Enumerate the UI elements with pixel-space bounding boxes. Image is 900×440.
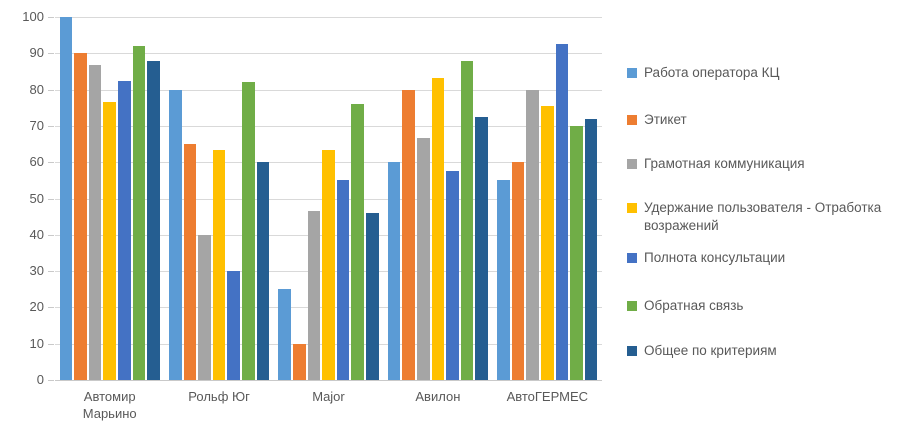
category-label: АвтоГЕРМЕС <box>506 389 589 404</box>
y-axis-tick-label: 20 <box>29 299 44 315</box>
bar <box>293 343 306 380</box>
bar <box>584 118 598 380</box>
gridline <box>55 89 602 91</box>
bar <box>132 46 146 380</box>
bar <box>169 89 182 380</box>
bar <box>74 53 87 380</box>
bar <box>59 17 73 380</box>
bar <box>103 101 116 380</box>
bar <box>387 162 401 380</box>
bar <box>307 211 321 380</box>
category-label: Авилон <box>415 389 461 404</box>
bar <box>147 60 160 380</box>
bar <box>431 77 445 380</box>
legend-item: Обратная связь <box>627 297 743 315</box>
y-axis-tick-label: 70 <box>29 117 44 133</box>
y-axis-tick-label: 100 <box>22 9 44 24</box>
bar <box>475 116 488 380</box>
legend-swatch-icon <box>627 203 637 213</box>
bar <box>88 65 102 380</box>
y-axis-tick-label: 80 <box>29 81 44 97</box>
legend-label: Обратная связь <box>644 298 744 313</box>
bar <box>212 150 226 380</box>
gridline <box>55 125 602 127</box>
legend-swatch-icon <box>627 301 637 311</box>
gridline <box>55 53 602 55</box>
y-axis-tick-mark <box>48 307 54 309</box>
y-axis-tick-mark <box>48 162 54 164</box>
y-axis-tick-label: 50 <box>29 190 44 206</box>
legend-swatch-icon <box>627 253 637 263</box>
legend-swatch-icon <box>627 346 637 356</box>
legend-item: Работа оператора КЦ <box>627 64 780 82</box>
y-axis-tick-mark <box>48 89 54 91</box>
category-label: Автомир Марьино <box>82 389 137 421</box>
bar <box>497 180 510 380</box>
bar <box>402 89 415 380</box>
legend-item: Грамотная коммуникация <box>627 155 805 173</box>
bar <box>555 44 569 380</box>
bar <box>570 125 583 380</box>
legend-item: Удержание пользователя - Отработка возра… <box>627 199 892 235</box>
y-axis-tick-mark <box>48 380 54 381</box>
plot-area <box>55 17 602 381</box>
bar <box>118 81 131 380</box>
bar <box>541 105 554 380</box>
bar <box>278 289 291 380</box>
legend-item: Общее по критериям <box>627 342 777 360</box>
y-axis-tick-mark <box>48 198 54 200</box>
bar <box>322 150 335 380</box>
bar <box>227 271 240 380</box>
y-axis-tick-label: 30 <box>29 263 44 279</box>
y-axis-tick-mark <box>48 53 54 55</box>
bar <box>183 144 197 380</box>
bar <box>460 60 474 380</box>
y-axis-tick-label: 90 <box>29 45 44 61</box>
bar <box>366 213 379 380</box>
bar <box>242 82 255 380</box>
legend-item: Полнота консультации <box>627 249 785 267</box>
legend-label: Общее по критериям <box>644 343 777 358</box>
legend-swatch-icon <box>627 115 637 125</box>
y-axis-tick-label: 10 <box>29 335 44 351</box>
bar <box>336 180 350 380</box>
legend-swatch-icon <box>627 68 637 78</box>
bar <box>446 171 459 380</box>
gridline <box>55 17 602 18</box>
legend-label: Полнота консультации <box>644 250 786 265</box>
y-axis-tick-mark <box>48 271 54 273</box>
legend-label: Удержание пользователя - Отработка возра… <box>644 200 882 233</box>
legend-label: Работа оператора КЦ <box>644 65 780 80</box>
y-axis-tick-mark <box>48 343 54 345</box>
y-axis-tick-label: 60 <box>29 154 44 170</box>
bar <box>417 137 430 380</box>
legend-swatch-icon <box>627 159 637 169</box>
bar <box>198 234 211 380</box>
bar <box>526 89 539 380</box>
y-axis-tick-label: 40 <box>29 226 44 242</box>
category-label: Рольф Юг <box>188 389 250 404</box>
y-axis-tick-mark <box>48 234 54 236</box>
legend-label: Этикет <box>644 112 687 127</box>
y-axis-tick-mark <box>48 17 54 18</box>
bar <box>256 162 270 380</box>
y-axis-tick-label: 0 <box>36 372 44 387</box>
legend: Работа оператора КЦ Этикет Грамотная комму… <box>627 0 897 440</box>
y-axis-tick-mark <box>48 125 54 127</box>
legend-item: Этикет <box>627 111 687 129</box>
bar <box>351 104 364 380</box>
x-axis-line <box>55 380 602 381</box>
category-label: Major <box>312 389 345 404</box>
bar <box>511 162 525 380</box>
legend-label: Грамотная коммуникация <box>644 156 805 171</box>
